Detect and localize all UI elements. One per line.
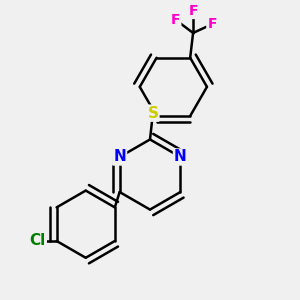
Text: Cl: Cl [29, 233, 46, 248]
Text: S: S [147, 106, 158, 121]
Text: F: F [207, 17, 217, 31]
Text: F: F [188, 4, 198, 18]
Text: N: N [113, 149, 126, 164]
Text: N: N [174, 149, 187, 164]
Text: F: F [171, 13, 180, 27]
